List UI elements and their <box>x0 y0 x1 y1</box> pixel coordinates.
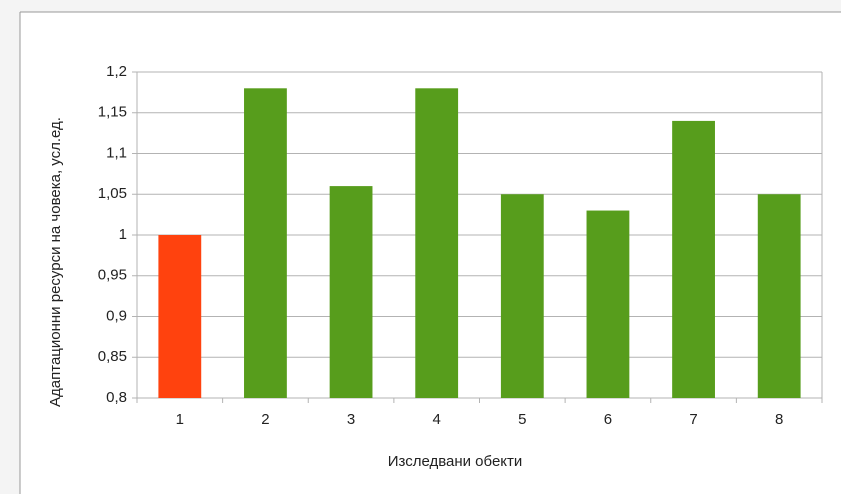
x-tick-label: 5 <box>518 411 526 428</box>
x-tick-label: 6 <box>604 411 612 428</box>
bar <box>415 88 459 399</box>
bar <box>329 186 373 398</box>
y-tick-label: 1,2 <box>106 63 127 80</box>
y-tick-label: 1 <box>119 226 127 243</box>
x-tick-label: 7 <box>689 411 697 428</box>
bar <box>586 210 630 398</box>
bar <box>672 120 715 399</box>
y-tick-label: 0,85 <box>98 348 127 365</box>
y-tick-label: 0,9 <box>106 307 127 324</box>
y-tick-label: 1,1 <box>106 144 127 161</box>
x-tick-label: 8 <box>775 411 783 428</box>
bar <box>757 194 801 398</box>
bar <box>500 194 544 398</box>
x-tick-label: 3 <box>347 411 355 428</box>
y-tick-label: 0,8 <box>106 389 127 406</box>
y-axis-label: Адаптационни ресурси на човека, усл.ед. <box>47 117 64 407</box>
x-tick-label: 2 <box>261 411 269 428</box>
x-tick-label: 4 <box>433 411 441 428</box>
x-axis-label: Изследвани обекти <box>388 453 523 470</box>
y-tick-label: 1,05 <box>98 185 127 202</box>
bar <box>158 235 202 398</box>
bar <box>244 88 287 399</box>
y-tick-label: 0,95 <box>98 267 127 284</box>
y-tick-label: 1,15 <box>98 104 127 121</box>
x-tick-label: 1 <box>176 411 184 428</box>
